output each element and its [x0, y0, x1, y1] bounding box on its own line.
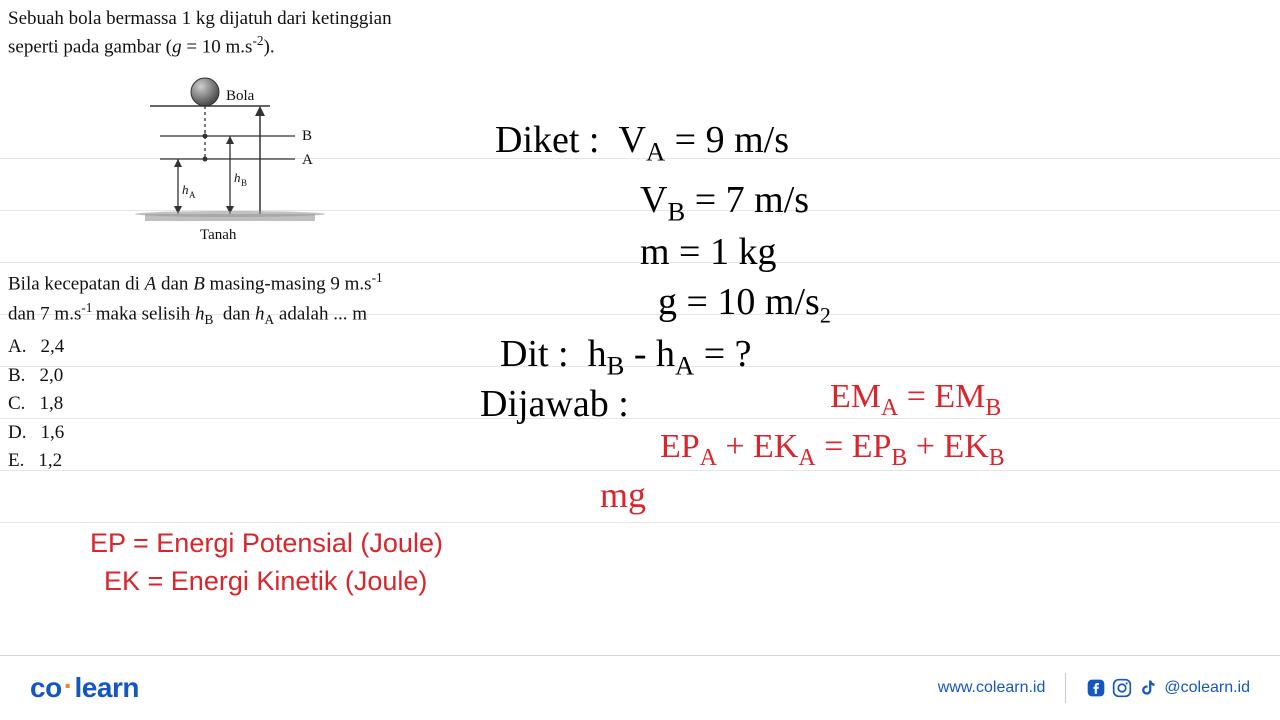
hw-ep-eq: EPA + EKA = EPB + EKB: [660, 428, 1005, 472]
hw-em-eq: EMA = EMB: [830, 378, 1001, 422]
hw-dit: Dit : hB - hA = ?: [500, 332, 752, 382]
hw-ep4: + EK: [907, 428, 989, 465]
social-group: @colearn.id: [1086, 678, 1250, 698]
question-line1: Sebuah bola bermassa 1 kg dijatuh dari k…: [8, 6, 478, 32]
answer-options: A. 2,4 B. 2,0 C. 1,8 D. 1,6 E. 1,2: [8, 333, 488, 476]
svg-text:A: A: [189, 190, 196, 200]
hw-ep2-sub: A: [798, 445, 815, 471]
sub-A: A: [265, 312, 275, 327]
hw-em-a: EM: [830, 378, 881, 415]
hw-dijawab: Dijawab :: [480, 382, 629, 426]
legend-ek: EK = Energi Kinetik (Joule): [90, 563, 443, 601]
option-value: 2,0: [39, 362, 63, 391]
logo-dot-icon: ·: [62, 670, 75, 701]
hw-g: g = 10 m/s2: [658, 280, 831, 329]
hw-va: V: [618, 119, 645, 161]
option-letter: C.: [8, 390, 25, 419]
hw-dit-sub1: B: [607, 351, 625, 381]
hw-vb: VB = 7 m/s: [640, 178, 809, 228]
colearn-logo: co·learn: [30, 672, 139, 704]
hw-ep4-sub: B: [989, 445, 1005, 471]
hw-vb-sub: B: [667, 197, 685, 227]
hw-vb-v: V: [640, 179, 667, 221]
hw-diket-label: Diket :: [495, 119, 599, 161]
question-line2: seperti pada gambar (g = 10 m.s-2).: [8, 32, 478, 60]
hw-dit-end: = ?: [694, 333, 751, 375]
option-c: C. 1,8: [8, 390, 488, 419]
logo-co: co: [30, 672, 62, 703]
facebook-icon: [1086, 678, 1106, 698]
social-handle: @colearn.id: [1164, 679, 1250, 697]
hw-ep2: + EK: [717, 428, 799, 465]
hw-dit-h1: h: [588, 333, 607, 375]
option-letter: D.: [8, 419, 26, 448]
hw-em-b-sub: B: [985, 395, 1001, 421]
logo-learn: learn: [75, 672, 139, 703]
footer: co·learn www.colearn.id @colearn.id: [0, 656, 1280, 720]
ruled-line: [0, 522, 1280, 523]
svg-text:h: h: [234, 170, 241, 185]
hw-ep1: EP: [660, 428, 700, 465]
svg-text:B: B: [302, 128, 312, 144]
option-letter: B.: [8, 362, 25, 391]
footer-right: www.colearn.id @colearn.id: [938, 673, 1250, 703]
svg-text:B: B: [241, 178, 247, 188]
tiktok-icon: [1138, 678, 1158, 698]
hw-dit-mid: - h: [624, 333, 675, 375]
hw-vb-rhs: = 7 m/s: [685, 179, 809, 221]
svg-text:Tanah: Tanah: [200, 227, 237, 243]
option-b: B. 2,0: [8, 362, 488, 391]
svg-text:Bola: Bola: [226, 88, 255, 104]
sub-B: B: [204, 312, 213, 327]
footer-url: www.colearn.id: [938, 679, 1046, 697]
option-d: D. 1,6: [8, 419, 488, 448]
hw-diket: Diket : VA = 9 m/s: [495, 118, 789, 168]
hw-dit-label: Dit :: [500, 333, 569, 375]
hw-ep1-sub: A: [700, 445, 717, 471]
option-letter: A.: [8, 333, 26, 362]
question-text-bottom: Bila kecepatan di A dan B masing-masing …: [8, 268, 488, 476]
option-value: 1,8: [39, 390, 63, 419]
physics-figure: Bola B A h A h B Tanah: [130, 74, 350, 249]
question-text-top: Sebuah bola bermassa 1 kg dijatuh dari k…: [8, 6, 478, 60]
svg-text:A: A: [302, 152, 313, 168]
instagram-icon: [1112, 678, 1132, 698]
hw-m: m = 1 kg: [640, 230, 777, 274]
footer-divider: [1065, 673, 1066, 703]
legend: EP = Energi Potensial (Joule) EK = Energ…: [90, 525, 443, 601]
hw-g-main: g = 10 m/s: [658, 281, 820, 323]
hw-dit-sub2: A: [675, 351, 694, 381]
option-value: 2,4: [40, 333, 64, 362]
option-e: E. 1,2: [8, 447, 488, 476]
option-value: 1,2: [38, 447, 62, 476]
hw-ep-eq-mid: = EP: [816, 428, 892, 465]
hw-em-a-sub: A: [881, 395, 898, 421]
hw-ep3-sub: B: [891, 445, 907, 471]
hw-em-eq-mid: = EM: [898, 378, 985, 415]
hw-va-sub: A: [646, 137, 665, 167]
option-value: 1,6: [40, 419, 64, 448]
legend-ep: EP = Energi Potensial (Joule): [90, 525, 443, 563]
option-letter: E.: [8, 447, 24, 476]
hw-va-rhs: = 9 m/s: [665, 119, 789, 161]
hw-g-exp: 2: [820, 303, 831, 328]
question-line3b: dan 7 m.s-1 maka selisih hB dan hA adala…: [8, 298, 488, 329]
question-line3a: Bila kecepatan di A dan B masing-masing …: [8, 268, 488, 298]
option-a: A. 2,4: [8, 333, 488, 362]
svg-text:h: h: [182, 182, 189, 197]
hw-mg: mg: [600, 474, 646, 516]
